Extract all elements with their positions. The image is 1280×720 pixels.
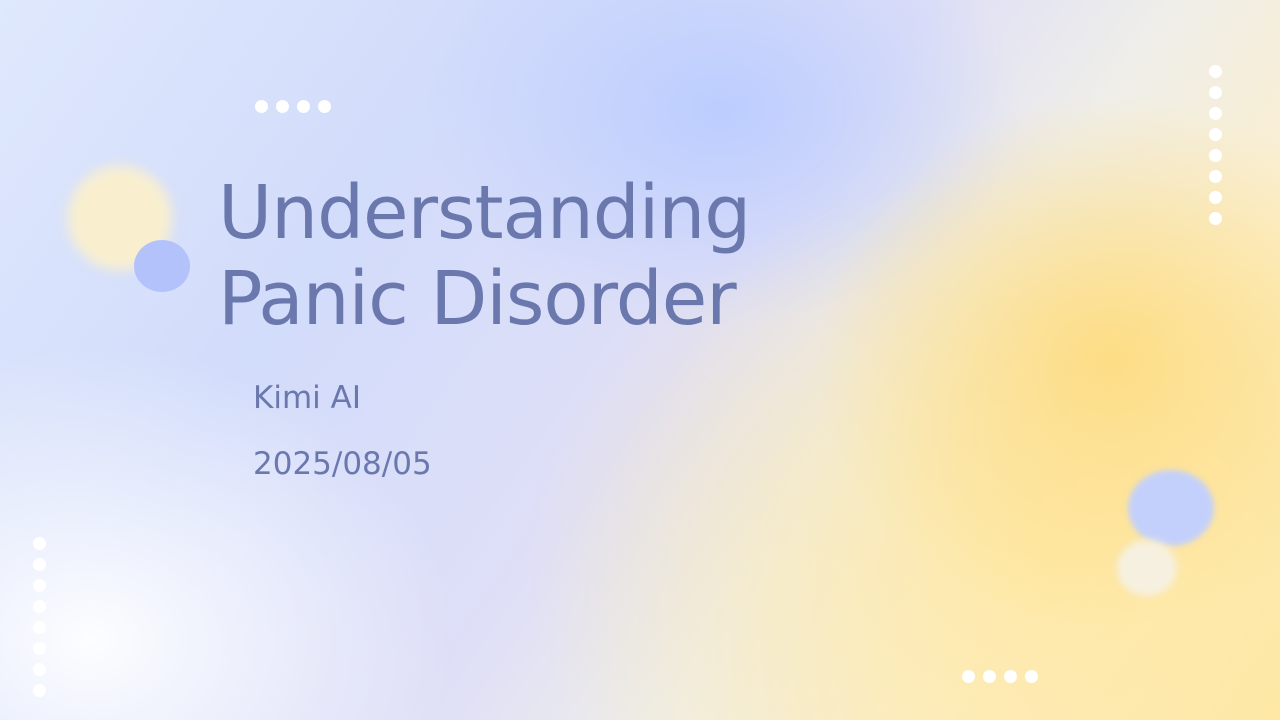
decorative-dot — [33, 537, 46, 550]
slide-title-line-2: Panic Disorder — [218, 256, 737, 342]
decorative-dot — [318, 100, 331, 113]
decorative-blue-circle — [134, 240, 190, 292]
decorative-dot — [33, 642, 46, 655]
decorative-dot — [1209, 212, 1222, 225]
decorative-dot — [33, 663, 46, 676]
decorative-dot — [983, 670, 996, 683]
decorative-dot — [1209, 149, 1222, 162]
decorative-dot — [1209, 107, 1222, 120]
slide-title-line-1: Understanding — [218, 170, 751, 256]
dot-row-bottom — [962, 670, 1038, 683]
presentation-date: 2025/08/05 — [253, 446, 432, 482]
decorative-dot — [255, 100, 268, 113]
decorative-dot — [33, 600, 46, 613]
dot-row-top — [255, 100, 331, 113]
decorative-cream-circle-right — [1117, 540, 1177, 596]
decorative-dot — [33, 621, 46, 634]
author-name: Kimi AI — [253, 380, 361, 416]
decorative-dot — [1004, 670, 1017, 683]
decorative-dot — [1209, 86, 1222, 99]
decorative-dot — [33, 579, 46, 592]
decorative-dot — [1209, 170, 1222, 183]
decorative-dot — [1209, 191, 1222, 204]
decorative-dot — [33, 684, 46, 697]
decorative-dot — [1025, 670, 1038, 683]
slide-title: Understanding Panic Disorder — [218, 170, 751, 342]
decorative-dot — [297, 100, 310, 113]
decorative-dot — [1209, 128, 1222, 141]
decorative-blue-circle-right — [1128, 470, 1214, 546]
decorative-dot — [33, 558, 46, 571]
decorative-dot — [276, 100, 289, 113]
dot-column-left — [33, 537, 46, 697]
dot-column-right — [1209, 65, 1222, 225]
decorative-dot — [1209, 65, 1222, 78]
decorative-dot — [962, 670, 975, 683]
